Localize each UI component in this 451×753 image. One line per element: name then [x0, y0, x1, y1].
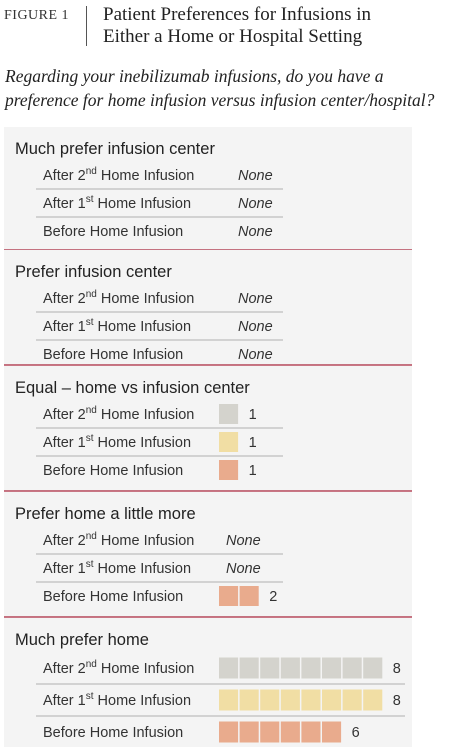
- bar-unit: [280, 657, 300, 679]
- row-label: After 2nd Home Infusion: [43, 531, 194, 549]
- row-label: Before Home Infusion: [43, 347, 183, 363]
- bar-unit: [219, 404, 239, 424]
- none-label: None: [238, 224, 273, 240]
- bar-unit: [322, 721, 342, 743]
- bar-unit: [219, 460, 239, 480]
- bar-unit: [301, 689, 321, 711]
- section-background: [4, 250, 412, 365]
- bar-unit: [280, 721, 300, 743]
- row-label: Before Home Infusion: [43, 224, 183, 240]
- bar-unit: [239, 586, 259, 606]
- bar-value-label: 6: [352, 725, 360, 741]
- section-background: [4, 366, 412, 491]
- section-title: Much prefer home: [15, 631, 149, 649]
- survey-question: Regarding your inebilizumab infusions, d…: [5, 66, 435, 110]
- bar-unit: [260, 721, 280, 743]
- bar-unit: [239, 721, 259, 743]
- none-label: None: [238, 291, 273, 307]
- bar-value-label: 2: [269, 589, 277, 605]
- row-label: After 1st Home Infusion: [43, 691, 191, 709]
- none-label: None: [238, 319, 273, 335]
- section-background: [4, 618, 412, 747]
- none-label: None: [238, 196, 273, 212]
- none-label: None: [238, 168, 273, 184]
- row-label: Before Home Infusion: [43, 463, 183, 479]
- bar-unit: [363, 657, 383, 679]
- bar-unit: [280, 689, 300, 711]
- none-label: None: [226, 561, 261, 577]
- bar-unit: [239, 657, 259, 679]
- none-label: None: [226, 533, 261, 549]
- row-label: Before Home Infusion: [43, 589, 183, 605]
- bar-unit: [239, 689, 259, 711]
- bar-unit: [219, 586, 239, 606]
- none-label: None: [238, 347, 273, 363]
- bar-value-label: 1: [249, 463, 257, 479]
- row-label: After 1st Home Infusion: [43, 559, 191, 577]
- section-5: Much prefer home After 2nd Home Infusion 8…: [4, 618, 412, 747]
- section-title: Prefer home a little more: [15, 505, 196, 523]
- section-4: Prefer home a little more After 2nd Home …: [4, 492, 412, 618]
- figure-label: FIGURE 1: [4, 8, 70, 23]
- row-label: After 1st Home Infusion: [43, 433, 191, 451]
- bar-unit: [260, 689, 280, 711]
- row-label: After 1st Home Infusion: [43, 317, 191, 335]
- bar-unit: [219, 432, 239, 452]
- header-divider: [86, 6, 87, 46]
- bar-unit: [301, 721, 321, 743]
- bar-unit: [363, 689, 383, 711]
- section-3: Equal – home vs infusion center After 2nd…: [4, 366, 412, 492]
- section-background: [4, 127, 412, 250]
- bar-unit: [301, 657, 321, 679]
- figure-title: Patient Preferences for Infusions in Eit…: [103, 4, 443, 48]
- figure-title-line-2: Either a Home or Hospital Setting: [103, 26, 363, 47]
- section-title: Much prefer infusion center: [15, 140, 215, 158]
- bar-value-label: 1: [249, 407, 257, 423]
- bar-unit: [219, 721, 239, 743]
- section-title: Prefer infusion center: [15, 263, 172, 281]
- bar-unit: [219, 657, 239, 679]
- section-1: Much prefer infusion center After 2nd Hom…: [4, 127, 412, 251]
- bar-value-label: 1: [249, 435, 257, 451]
- row-label: After 1st Home Infusion: [43, 194, 191, 212]
- section-2: Prefer infusion center After 2nd Home Inf…: [4, 250, 412, 366]
- row-label: After 2nd Home Infusion: [43, 166, 194, 184]
- bar-unit: [342, 657, 362, 679]
- row-label: After 2nd Home Infusion: [43, 405, 194, 423]
- row-label: Before Home Infusion: [43, 725, 183, 741]
- bar-unit: [322, 657, 342, 679]
- bar-unit: [219, 689, 239, 711]
- figure-header: FIGURE 1 Patient Preferences for Infusio…: [0, 0, 451, 56]
- bar-value-label: 8: [393, 661, 401, 677]
- bar-unit: [260, 657, 280, 679]
- section-background: [4, 492, 412, 617]
- section-title: Equal – home vs infusion center: [15, 379, 250, 397]
- figure-title-line-1: Patient Preferences for Infusions in: [103, 4, 372, 25]
- row-label: After 2nd Home Infusion: [43, 289, 194, 307]
- bar-unit: [342, 689, 362, 711]
- bar-unit: [322, 689, 342, 711]
- row-label: After 2nd Home Infusion: [43, 659, 194, 677]
- bar-value-label: 8: [393, 693, 401, 709]
